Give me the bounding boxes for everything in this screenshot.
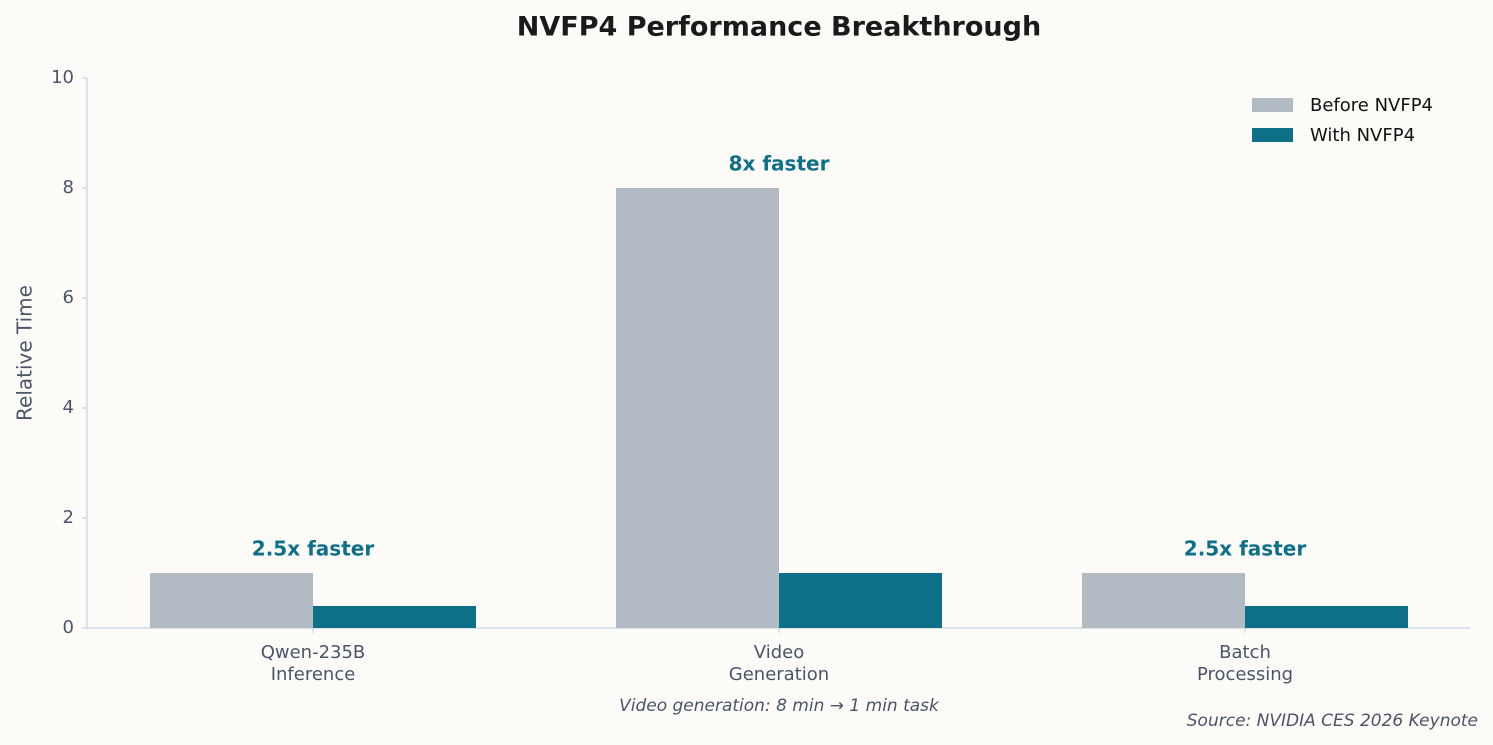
bar <box>1082 573 1245 628</box>
y-tick-label: 10 <box>51 67 74 88</box>
bar <box>779 573 942 628</box>
y-tick-label: 8 <box>63 177 74 198</box>
annotation: 8x faster <box>729 152 830 176</box>
y-tick-label: 6 <box>63 287 74 308</box>
bar <box>150 573 313 628</box>
footnote: Video generation: 8 min → 1 min task <box>619 696 940 716</box>
source: Source: NVIDIA CES 2026 Keynote <box>1187 711 1478 731</box>
chart-title: NVFP4 Performance Breakthrough <box>517 12 1041 43</box>
legend-label: Before NVFP4 <box>1310 95 1433 116</box>
y-tick-label: 0 <box>63 617 74 638</box>
x-tick-label: Batch Processing <box>1196 642 1294 685</box>
y-axis-label: Relative Time <box>13 285 37 421</box>
bar <box>1245 606 1408 628</box>
y-tick-label: 2 <box>63 507 74 528</box>
legend-label: With NVFP4 <box>1310 125 1415 146</box>
legend-swatch <box>1252 128 1293 142</box>
bar <box>313 606 476 628</box>
annotation: 2.5x faster <box>1184 537 1307 561</box>
annotation: 2.5x faster <box>252 537 375 561</box>
x-tick-label: Video Generation <box>728 642 830 685</box>
x-tick-label: Qwen-235B Inference <box>260 642 366 685</box>
bar <box>616 188 779 628</box>
legend-swatch <box>1252 98 1293 112</box>
y-tick-label: 4 <box>63 397 74 418</box>
